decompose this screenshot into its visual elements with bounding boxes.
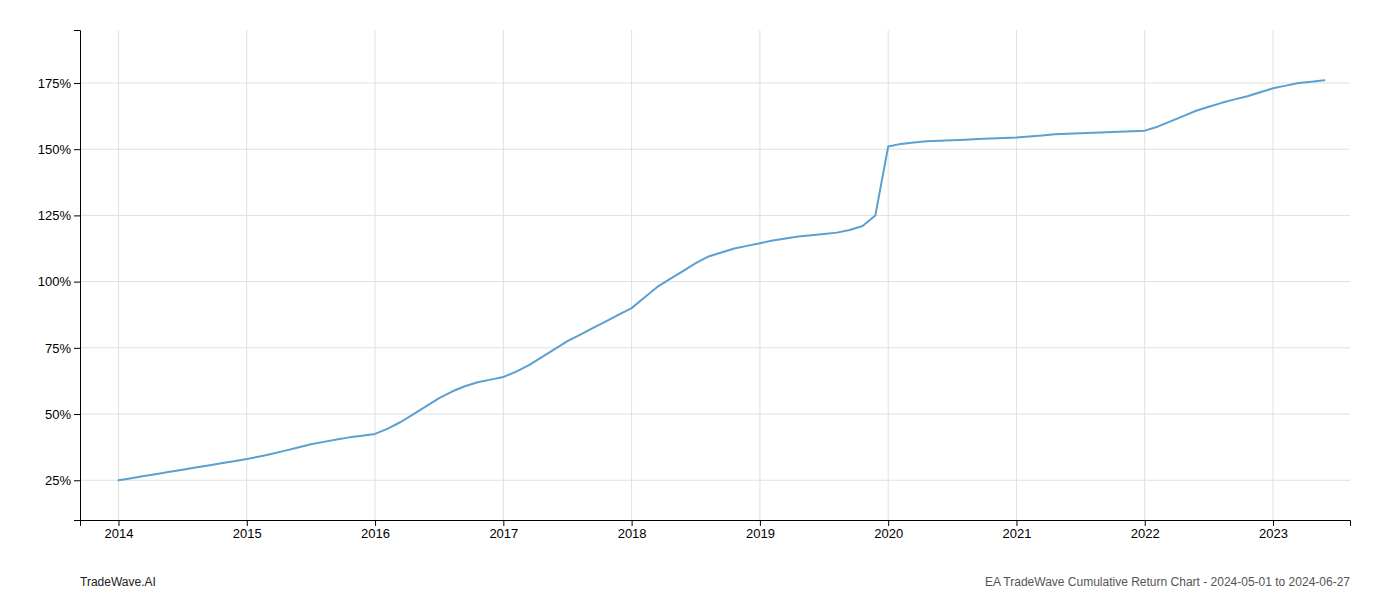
x-axis: 2014 2015 2016 2017 2018 2019 2020 2021 2022 2023 — [81, 520, 1351, 541]
y-tick-label: 100% — [38, 274, 72, 289]
y-tick-mark — [74, 149, 80, 150]
x-tick-mark — [1145, 520, 1146, 526]
y-tick-label: 25% — [45, 473, 71, 488]
x-tick-label: 2018 — [618, 526, 647, 541]
y-tick: 25% — [45, 473, 80, 488]
x-tick: 2019 — [746, 520, 775, 541]
y-tick-mark — [74, 414, 80, 415]
grid-line-x — [888, 30, 889, 520]
x-tick: 2023 — [1259, 520, 1288, 541]
marks — [118, 80, 1324, 480]
grid-line-y — [80, 149, 1350, 150]
x-tick-label: 2019 — [746, 526, 775, 541]
grid-line-y — [80, 281, 1350, 282]
y-tick-label: 125% — [38, 208, 72, 223]
x-tick-mark — [118, 520, 119, 526]
grid-line-y — [80, 215, 1350, 216]
x-tick-mark — [760, 520, 761, 526]
y-tick-label: 75% — [45, 340, 71, 355]
x-tick: 2021 — [1003, 520, 1032, 541]
x-tick-mark — [247, 520, 248, 526]
grid-line-y — [80, 347, 1350, 348]
grid-line-x — [118, 30, 119, 520]
x-tick-label: 2014 — [105, 526, 134, 541]
y-tick: 150% — [38, 142, 80, 157]
grid-line-x — [375, 30, 376, 520]
y-tick-mark — [74, 83, 80, 84]
x-tick-mark — [1016, 520, 1017, 526]
x-tick-mark — [503, 520, 504, 526]
x-tick-label: 2017 — [489, 526, 518, 541]
grid-line-x — [1016, 30, 1017, 520]
grid-line-x — [759, 30, 760, 520]
x-tick-mark — [632, 520, 633, 526]
chart: 2014 2015 2016 2017 2018 2019 2020 2021 2022 2023… — [0, 0, 1400, 600]
grid-line-x — [631, 30, 632, 520]
x-tick-mark — [1273, 520, 1274, 526]
grid-line-y — [80, 480, 1350, 481]
grid-line-x — [1144, 30, 1145, 520]
x-tick-label: 2020 — [874, 526, 903, 541]
x-tick: 2022 — [1131, 520, 1160, 541]
x-tick-label: 2015 — [233, 526, 262, 541]
x-tick-mark — [375, 520, 376, 526]
grid-line-x — [1273, 30, 1274, 520]
x-tick-label: 2021 — [1003, 526, 1032, 541]
y-tick: 75% — [45, 340, 80, 355]
y-tick-mark — [74, 282, 80, 283]
y-axis-line — [74, 31, 81, 521]
y-tick: 50% — [45, 407, 80, 422]
y-tick: 175% — [38, 76, 80, 91]
grid-line-x — [503, 30, 504, 520]
footer-left: TradeWave.AI — [80, 575, 156, 589]
y-tick-label: 175% — [38, 76, 72, 91]
line — [118, 80, 1324, 480]
x-tick-label: 2023 — [1259, 526, 1288, 541]
x-tick: 2014 — [105, 520, 134, 541]
y-tick: 100% — [38, 274, 80, 289]
y-tick-mark — [74, 480, 80, 481]
x-tick-mark — [888, 520, 889, 526]
y-axis: 25% 50% 75% 100% 125% 150% 175% — [38, 31, 81, 521]
x-tick-label: 2016 — [361, 526, 390, 541]
y-tick-mark — [74, 348, 80, 349]
plot: 2014 2015 2016 2017 2018 2019 2020 2021 2022 2023… — [38, 30, 1351, 541]
y-tick: 125% — [38, 208, 80, 223]
grid-line-y — [80, 82, 1350, 83]
x-tick-label: 2022 — [1131, 526, 1160, 541]
x-tick: 2020 — [874, 520, 903, 541]
x-tick: 2016 — [361, 520, 390, 541]
y-tick-label: 150% — [38, 142, 72, 157]
y-tick-mark — [74, 215, 80, 216]
x-axis-line — [81, 521, 1351, 527]
grid — [80, 30, 1350, 520]
x-tick: 2017 — [489, 520, 518, 541]
x-tick: 2018 — [618, 520, 647, 541]
grid-line-y — [80, 414, 1350, 415]
y-tick-label: 50% — [45, 407, 71, 422]
footer-right: EA TradeWave Cumulative Return Chart - 2… — [985, 575, 1350, 589]
grid-line-x — [246, 30, 247, 520]
x-tick: 2015 — [233, 520, 262, 541]
